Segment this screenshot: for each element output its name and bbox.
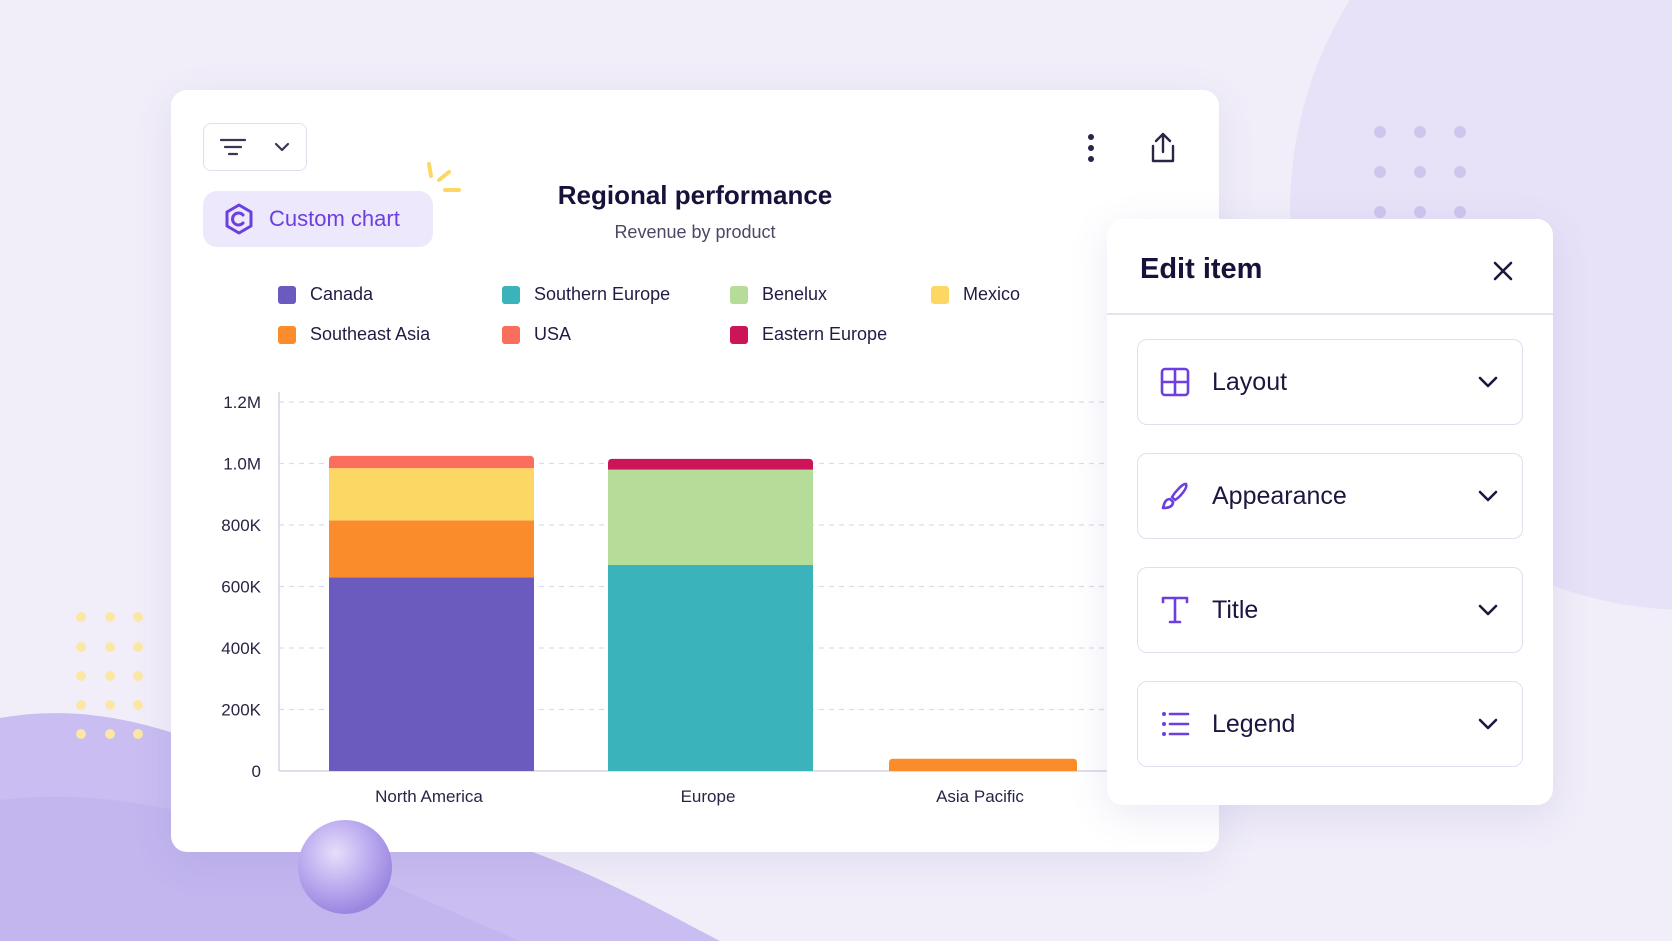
more-options-button[interactable] xyxy=(1071,128,1111,168)
accordion-legend[interactable]: Legend xyxy=(1137,681,1523,767)
bar-segment xyxy=(889,758,1077,771)
x-tick-label: Europe xyxy=(681,787,736,806)
legend-item-southeast-asia[interactable]: Southeast Asia xyxy=(278,324,430,345)
bar-segment xyxy=(608,564,813,771)
accordion-label: Layout xyxy=(1212,367,1288,396)
legend-item-benelux[interactable]: Benelux xyxy=(730,284,827,305)
legend-label: Southeast Asia xyxy=(310,324,431,344)
legend-item-canada[interactable]: Canada xyxy=(278,284,373,305)
bar-segment xyxy=(329,520,534,578)
share-icon xyxy=(1151,132,1175,163)
bar-segment xyxy=(329,577,534,771)
close-button[interactable] xyxy=(1483,251,1523,291)
y-tick-label: 0 xyxy=(252,762,261,781)
bar-segment xyxy=(329,455,534,469)
chevron-down-icon xyxy=(1478,490,1498,502)
filter-icon xyxy=(220,138,246,156)
y-tick-label: 800K xyxy=(221,516,261,535)
chevron-down-icon xyxy=(274,142,290,152)
legend-swatch xyxy=(931,285,949,304)
x-tick-label: Asia Pacific xyxy=(936,787,1024,806)
sparkle-decoration xyxy=(427,162,461,192)
chart-title: Regional performance xyxy=(557,180,833,210)
x-tick-label: North America xyxy=(375,787,483,806)
legend-item-mexico[interactable]: Mexico xyxy=(931,284,1020,305)
legend-label: USA xyxy=(534,324,572,344)
legend-swatch xyxy=(730,325,748,344)
legend-swatch xyxy=(502,285,520,304)
legend-item-eastern-europe[interactable]: Eastern Europe xyxy=(730,324,887,345)
accordion-label: Legend xyxy=(1212,709,1296,738)
filter-dropdown-button[interactable] xyxy=(203,123,307,171)
chart-card: Custom chart Regional performance Revenu… xyxy=(171,90,1219,852)
legend-swatch xyxy=(730,285,748,304)
legend-label: Mexico xyxy=(963,284,1021,304)
legend-swatch xyxy=(502,325,520,344)
bar-segment xyxy=(329,468,534,521)
accordion-layout[interactable]: Layout xyxy=(1137,339,1523,425)
layout-grid-icon xyxy=(1158,365,1192,399)
chart-subtitle: Revenue by product xyxy=(614,222,776,242)
y-tick-label: 400K xyxy=(221,639,261,658)
legend-item-southern-europe[interactable]: Southern Europe xyxy=(502,284,670,305)
legend-swatch xyxy=(278,285,296,304)
chevron-down-icon xyxy=(1478,718,1498,730)
more-vertical-icon xyxy=(1088,134,1094,162)
custom-chart-label: Custom chart xyxy=(269,206,400,231)
legend-label: Canada xyxy=(310,284,374,304)
accordion-appearance[interactable]: Appearance xyxy=(1137,453,1523,539)
legend-label: Eastern Europe xyxy=(762,324,888,344)
y-tick-label: 1.2M xyxy=(223,393,261,412)
edit-item-panel: Edit item Layout Appearance xyxy=(1107,219,1553,805)
y-tick-label: 600K xyxy=(221,578,261,597)
legend-label: Benelux xyxy=(762,284,828,304)
list-icon xyxy=(1158,707,1192,741)
stacked-bar-chart: 0 200K 400K 600K 800K 1.0M 1.2M North America Eu… xyxy=(221,392,1111,806)
chevron-down-icon xyxy=(1478,376,1498,388)
purple-dot-grid xyxy=(1374,126,1466,218)
bar-segment xyxy=(608,469,813,565)
legend-label: Southern Europe xyxy=(534,284,671,304)
panel-divider xyxy=(1107,313,1553,315)
share-button[interactable] xyxy=(1141,126,1185,170)
bar-segment xyxy=(608,458,813,470)
custom-chart-badge[interactable]: Custom chart xyxy=(203,191,433,247)
text-type-icon xyxy=(1158,593,1192,627)
yellow-dot-grid xyxy=(76,612,143,739)
legend-swatch xyxy=(278,325,296,344)
close-icon xyxy=(1493,261,1513,281)
chevron-down-icon xyxy=(1478,604,1498,616)
y-tick-label: 1.0M xyxy=(223,455,261,474)
custom-chart-icon xyxy=(225,203,253,235)
sphere-decoration xyxy=(298,820,392,914)
legend-item-usa[interactable]: USA xyxy=(502,324,571,345)
panel-title: Edit item xyxy=(1140,253,1263,285)
accordion-label: Appearance xyxy=(1212,481,1347,510)
y-tick-label: 200K xyxy=(221,701,261,720)
brush-icon xyxy=(1158,479,1192,513)
accordion-title[interactable]: Title xyxy=(1137,567,1523,653)
accordion-label: Title xyxy=(1212,595,1259,624)
